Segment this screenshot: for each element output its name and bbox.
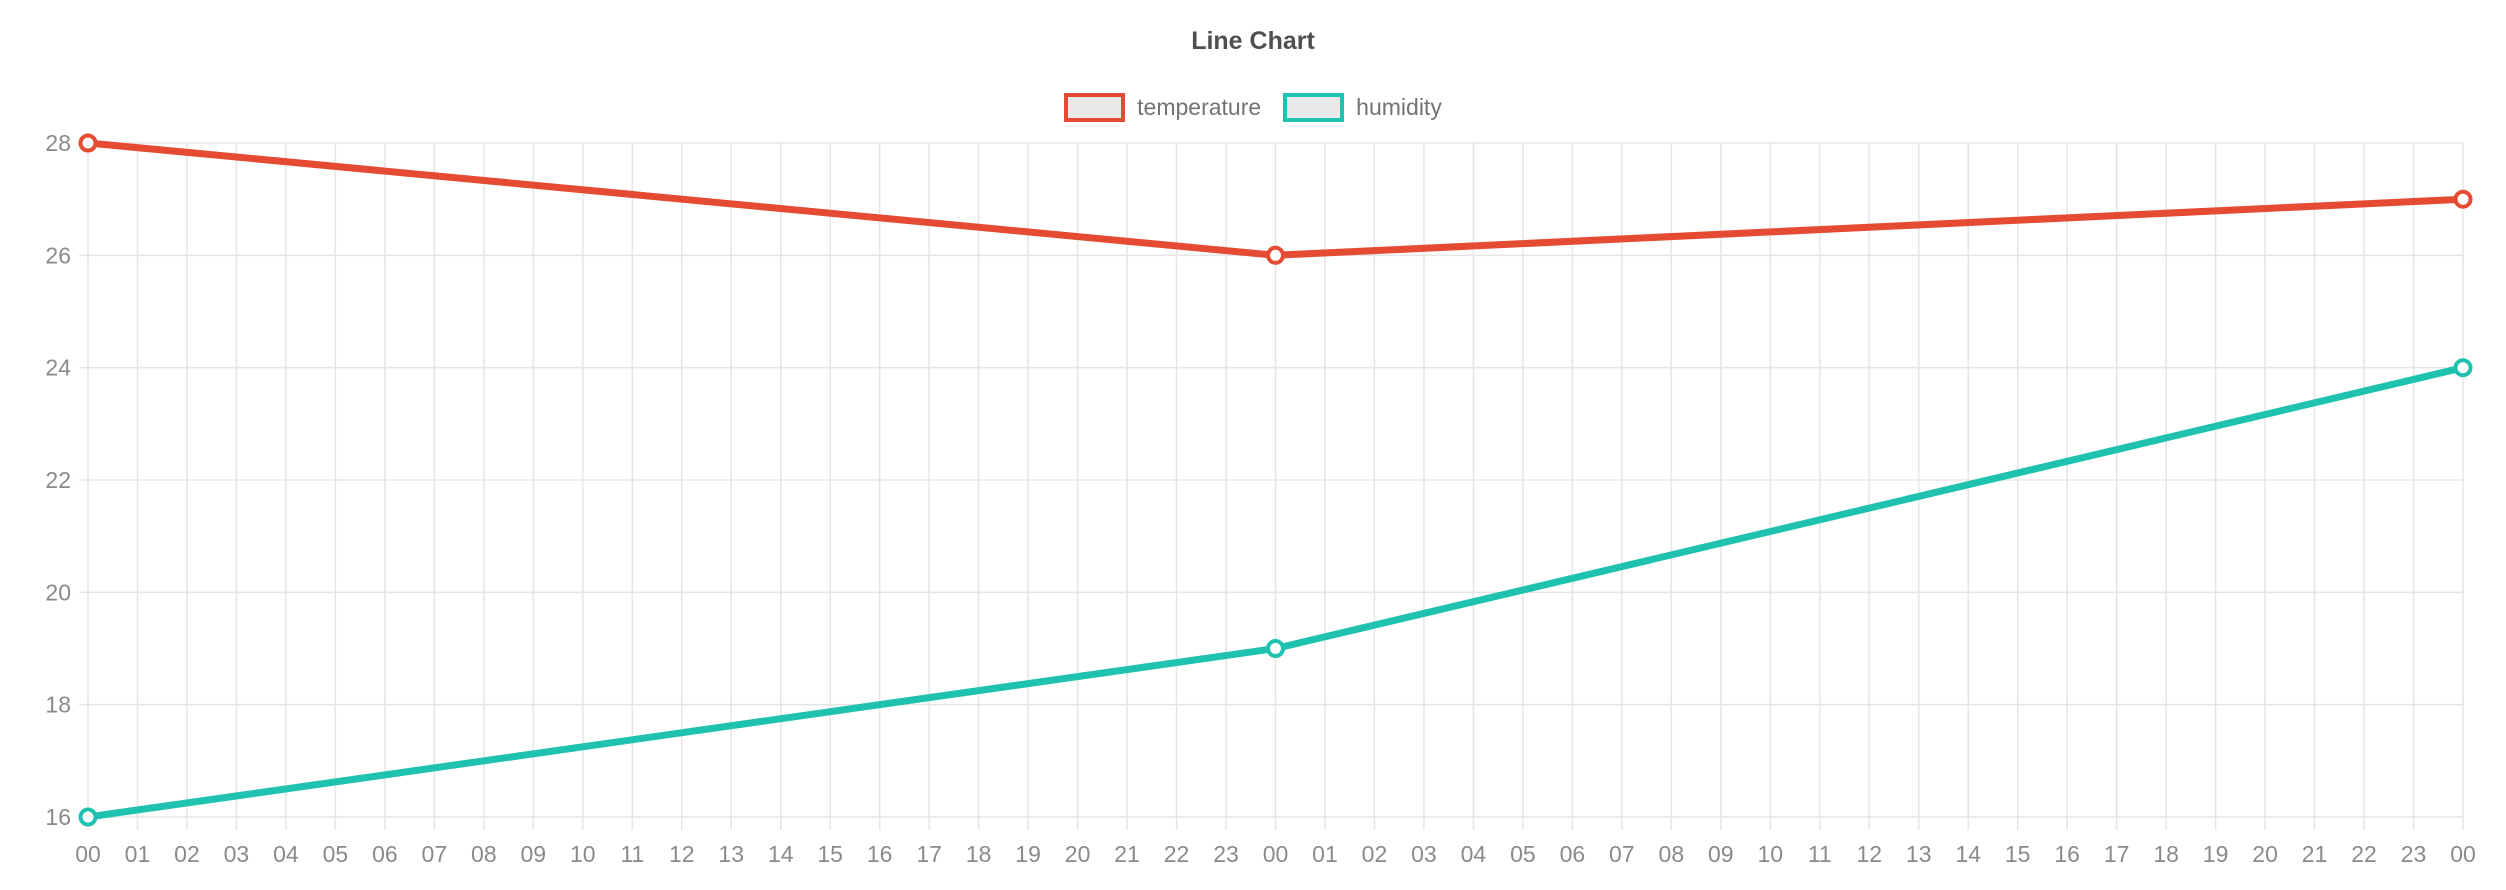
x-tick-label: 15 [817,841,843,867]
data-point-humidity-00[interactable] [1266,639,1285,658]
x-tick-label: 15 [2005,841,2031,867]
x-tick-label: 11 [1808,841,1832,867]
x-tick-label: 10 [1757,841,1783,867]
x-tick-label: 14 [1955,841,1981,867]
x-tick-label: 17 [916,841,942,867]
x-tick-label: 19 [2203,841,2229,867]
x-tick-label: 07 [422,841,448,867]
x-tick-label: 23 [2401,841,2427,867]
x-tick-label: 20 [2252,841,2278,867]
x-tick-label: 16 [867,841,893,867]
x-tick-label: 10 [570,841,596,867]
x-tick-label: 06 [1560,841,1586,867]
y-tick-label: 24 [45,355,71,381]
x-tick-label: 17 [2104,841,2130,867]
x-tick-label: 00 [1263,841,1289,867]
x-tick-label: 13 [718,841,744,867]
y-tick-label: 22 [45,467,71,493]
data-point-temperature-00[interactable] [78,133,98,153]
legend-swatch-humidity [1283,93,1345,122]
legend-label: humidity [1356,94,1442,120]
legend-item-humidity[interactable]: humidity [1283,93,1442,122]
x-tick-label: 04 [273,841,299,867]
y-tick-label: 20 [45,579,71,605]
x-tick-label: 12 [1856,841,1882,867]
x-tick-label: 00 [75,841,101,867]
x-tick-label: 12 [669,841,695,867]
legend-label: temperature [1137,94,1262,120]
legend-swatch-temperature [1064,93,1126,122]
x-tick-label: 09 [1708,841,1734,867]
x-tick-label: 01 [125,841,151,867]
x-tick-label: 02 [1362,841,1388,867]
x-tick-label: 22 [2351,841,2377,867]
x-tick-label: 18 [966,841,992,867]
y-tick-label: 18 [45,692,71,718]
x-tick-label: 01 [1312,841,1338,867]
data-point-humidity-00[interactable] [2453,358,2473,378]
chart-title: Line Chart [1191,27,1315,55]
x-tick-label: 03 [224,841,250,867]
y-tick-label: 28 [45,130,71,156]
data-point-humidity-00[interactable] [78,807,98,827]
x-tick-label: 14 [768,841,794,867]
x-tick-label: 22 [1164,841,1190,867]
x-tick-label: 03 [1411,841,1437,867]
x-tick-label: 18 [2153,841,2179,867]
data-point-temperature-00[interactable] [2453,189,2473,209]
x-tick-label: 05 [1510,841,1536,867]
x-tick-label: 00 [2450,841,2476,867]
x-tick-label: 06 [372,841,398,867]
chart-legend: temperature humidity [0,93,2506,122]
x-tick-label: 04 [1461,841,1487,867]
x-tick-label: 02 [174,841,200,867]
data-point-temperature-00[interactable] [1266,245,1285,265]
x-tick-label: 21 [1114,841,1140,867]
y-tick-label: 26 [45,242,71,268]
y-tick-label: 16 [45,804,71,830]
x-tick-label: 23 [1213,841,1239,867]
x-tick-label: 19 [1015,841,1041,867]
x-tick-label: 13 [1906,841,1932,867]
x-tick-label: 11 [620,841,644,867]
x-tick-label: 20 [1065,841,1091,867]
x-tick-label: 21 [2302,841,2328,867]
x-tick-label: 05 [323,841,349,867]
x-tick-label: 07 [1609,841,1635,867]
x-tick-label: 08 [471,841,497,867]
x-tick-label: 08 [1659,841,1685,867]
legend-item-temperature[interactable]: temperature [1064,93,1261,122]
x-tick-label: 09 [521,841,547,867]
x-tick-label: 16 [2054,841,2080,867]
